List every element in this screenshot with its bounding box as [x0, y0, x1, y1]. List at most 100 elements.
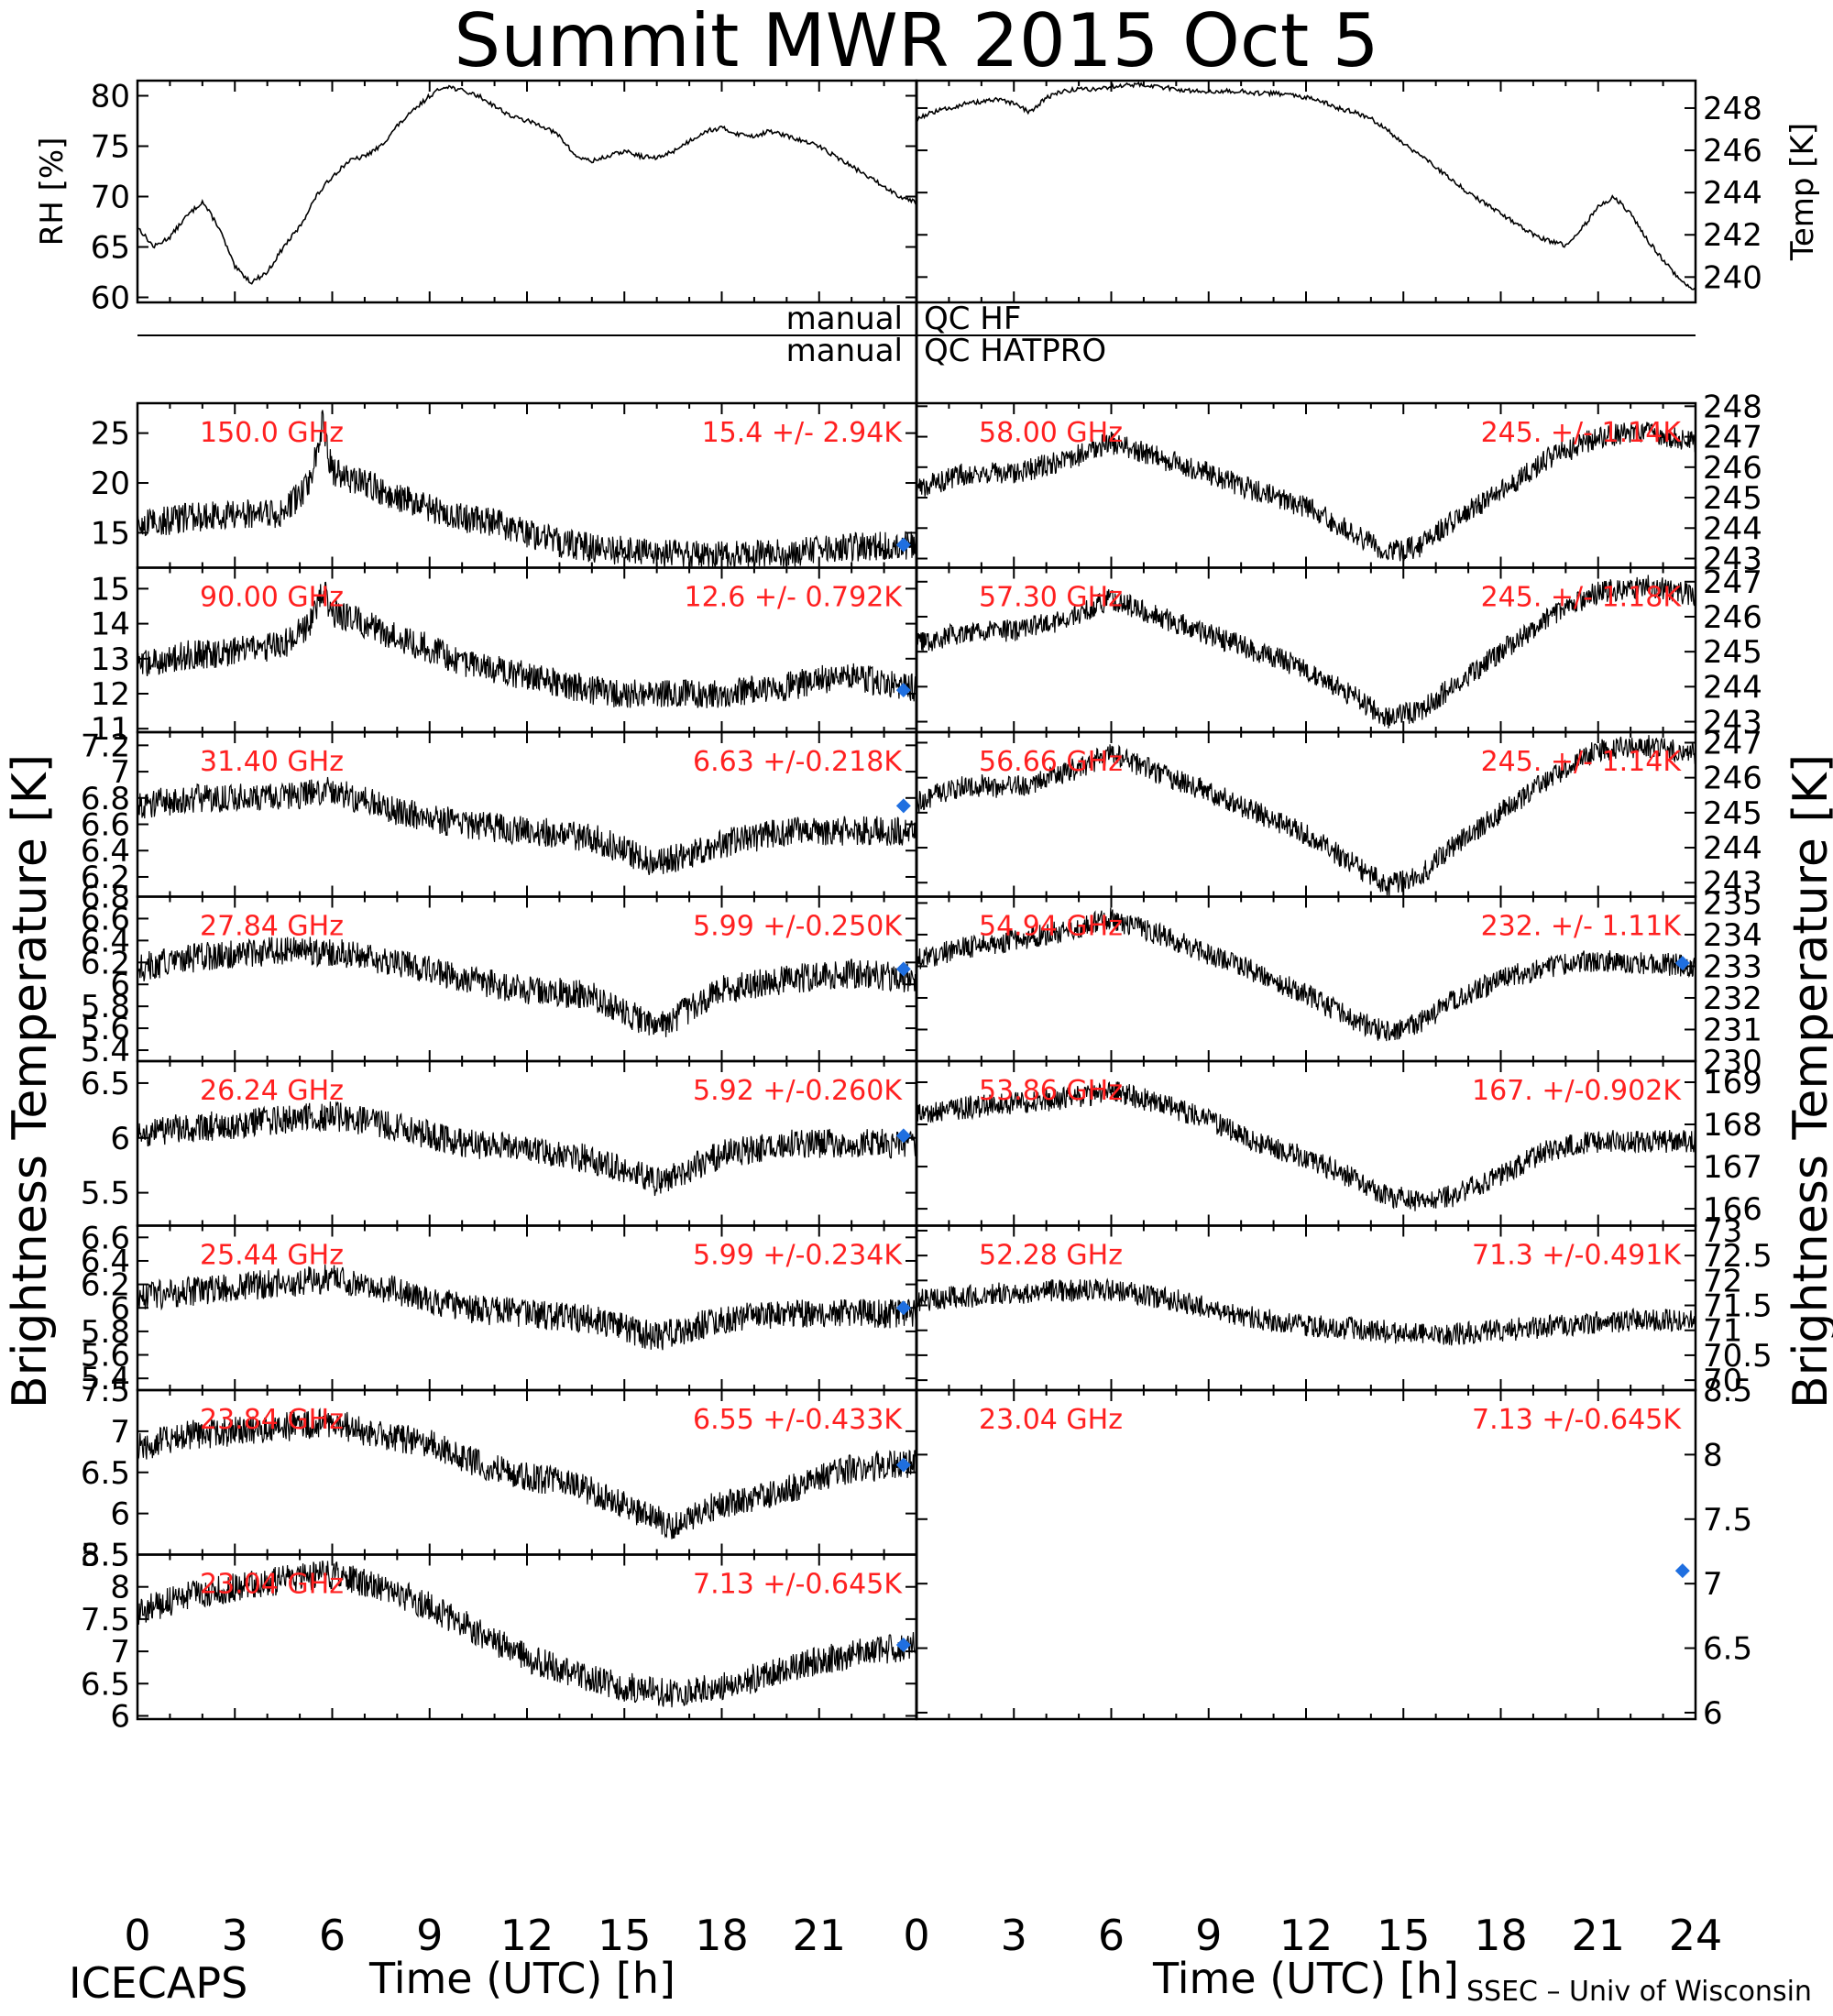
- x-tick-label-left: 12: [500, 1911, 554, 1960]
- panel-8: 5.45.65.866.26.46.66.8 27.84 GHz 5.99 +/-0…: [81, 880, 918, 1069]
- sounding-marker: [895, 1457, 911, 1473]
- qc-hatpro-label: QC HATPRO: [924, 333, 1106, 369]
- data-trace: [916, 735, 1696, 896]
- panel-1: 240 242 244 246 248 Temp [K]: [915, 79, 1821, 304]
- data-group: [916, 907, 1696, 1042]
- y-tick-label: 232: [1703, 981, 1762, 1017]
- y-tick-label: 247: [1703, 420, 1762, 456]
- data-group: [137, 1264, 916, 1351]
- data-group: [137, 410, 916, 568]
- y-tick-label: 7: [110, 754, 130, 791]
- sounding-marker: [895, 537, 911, 553]
- data-group: [916, 1081, 1696, 1211]
- panel-6: 6.26.46.66.877.2 31.40 GHz 6.63 +/-0.218K: [81, 728, 918, 898]
- y-tick-label: 231: [1703, 1012, 1762, 1048]
- frequency-label: 53.86 GHz: [979, 1075, 1123, 1107]
- x-tick-label-right: 12: [1279, 1911, 1334, 1960]
- y-tick-label: 245: [1703, 634, 1762, 671]
- data-group: [137, 1560, 916, 1708]
- frequency-label: 31.40 GHz: [200, 746, 344, 778]
- y-tick-label: 167: [1703, 1149, 1762, 1186]
- y-tick-label: 245: [1703, 480, 1762, 517]
- y-tick-label: 5.5: [81, 1538, 130, 1574]
- plot-frame: [915, 79, 1697, 304]
- panel-14: 5.5 6 6.5 7 7.5 23.84 GHz 6.55 +/-0.433K: [81, 1373, 918, 1574]
- sounding-marker: [1674, 1563, 1690, 1579]
- y-tick-label: 7: [1703, 1566, 1723, 1603]
- panel-16: 66.577.588.523.04 GHz 7.13 +/-0.645K: [915, 1373, 1752, 1732]
- stat-label: 245. +/- 1.14K: [1481, 417, 1683, 449]
- y-tick-label: 70.5: [1703, 1338, 1773, 1375]
- y-tick-label: 7: [110, 1634, 130, 1671]
- y-tick-label: 65: [91, 230, 130, 267]
- data-group: [916, 1277, 1696, 1346]
- y-tick-label: 6: [110, 1496, 130, 1533]
- y-tick-label: 6.5: [81, 1666, 130, 1703]
- y-tick-label: 244: [1703, 830, 1762, 867]
- y-tick-label: 246: [1703, 599, 1762, 636]
- y-tick-label: 6.4: [81, 923, 130, 959]
- y-tick-label: 7.2: [81, 728, 130, 764]
- data-trace: [137, 581, 916, 708]
- stat-label: 232. +/- 1.11K: [1481, 911, 1683, 943]
- sounding-marker: [895, 961, 911, 977]
- y-tick-label: 244: [1703, 175, 1762, 212]
- y-tick-label: 246: [1703, 761, 1762, 797]
- y-tick-label: 71.5: [1703, 1288, 1773, 1325]
- data-trace: [137, 937, 916, 1037]
- data-trace: [916, 907, 1696, 1042]
- panel-16: 66.577.588.523.04 GHz 7.13 +/-0.645K: [81, 1538, 918, 1735]
- sounding-marker: [895, 1300, 911, 1316]
- y-tick-label: 6.5: [81, 1455, 130, 1492]
- y-tick-label: 13: [91, 641, 130, 678]
- y-tick-label: 70: [1703, 1363, 1742, 1399]
- stat-label: 7.13 +/-0.645K: [693, 1569, 903, 1601]
- y-tick-label: 5.6: [81, 1011, 130, 1047]
- y-tick-label: 245: [1703, 795, 1762, 832]
- y-tick-label: 8: [1703, 1437, 1723, 1474]
- x-tick-label-left: 18: [695, 1911, 749, 1960]
- y-tick-label: 244: [1703, 669, 1762, 706]
- x-tick-label-left: 9: [416, 1911, 443, 1960]
- y-tick-label: 6: [1703, 1695, 1723, 1732]
- y-tick-label: 6.4: [81, 1244, 130, 1280]
- y-tick-label: 243: [1703, 705, 1762, 741]
- data-group: [916, 735, 1696, 896]
- x-tick-label-right: 0: [903, 1911, 929, 1960]
- x-tick-label-left: 15: [598, 1911, 652, 1960]
- y-tick-label: 5.6: [81, 1338, 130, 1375]
- y-tick-label: 6.5: [1703, 1631, 1752, 1668]
- stat-label: 71.3 +/-0.491K: [1472, 1240, 1682, 1272]
- y-tick-label: 247: [1703, 725, 1762, 761]
- y-tick-label: 246: [1703, 133, 1762, 170]
- frequency-label: 150.0 GHz: [200, 417, 344, 449]
- y-tick-label: 8: [110, 1570, 130, 1606]
- sounding-marker: [895, 1128, 911, 1144]
- left-xlabel: Time (UTC) [h]: [368, 1954, 675, 2003]
- y-tick-label: 7.5: [81, 1373, 130, 1409]
- qc-hf-manual: manual: [786, 301, 903, 337]
- y-tick-label: 25: [91, 416, 130, 453]
- y-tick-label: 14: [91, 607, 130, 643]
- panel-ylabel: Temp [K]: [1784, 123, 1821, 261]
- y-tick-label: 169: [1703, 1065, 1762, 1101]
- x-tick-label-right: 6: [1098, 1911, 1125, 1960]
- y-tick-label: 6: [110, 1698, 130, 1735]
- y-tick-label: 7: [110, 1414, 130, 1451]
- left-big-ylabel: Brightness Temperature [K]: [3, 754, 58, 1408]
- data-trace: [137, 776, 916, 876]
- y-tick-label: 242: [1703, 217, 1762, 254]
- frequency-label: 26.24 GHz: [200, 1075, 344, 1107]
- y-tick-label: 6.2: [81, 860, 130, 896]
- data-group: [137, 581, 916, 708]
- data-group: [137, 776, 916, 876]
- footer-ssec: SSEC – Univ of Wisconsin: [1466, 1976, 1812, 2008]
- stat-label: 245. +/- 1.14K: [1481, 746, 1683, 778]
- footer-icecaps: ICECAPS: [69, 1958, 247, 2008]
- stat-label: 167. +/-0.902K: [1472, 1075, 1682, 1107]
- x-tick-label-right: 18: [1474, 1911, 1528, 1960]
- frequency-label: 27.84 GHz: [200, 911, 344, 943]
- frequency-label: 52.28 GHz: [979, 1240, 1123, 1272]
